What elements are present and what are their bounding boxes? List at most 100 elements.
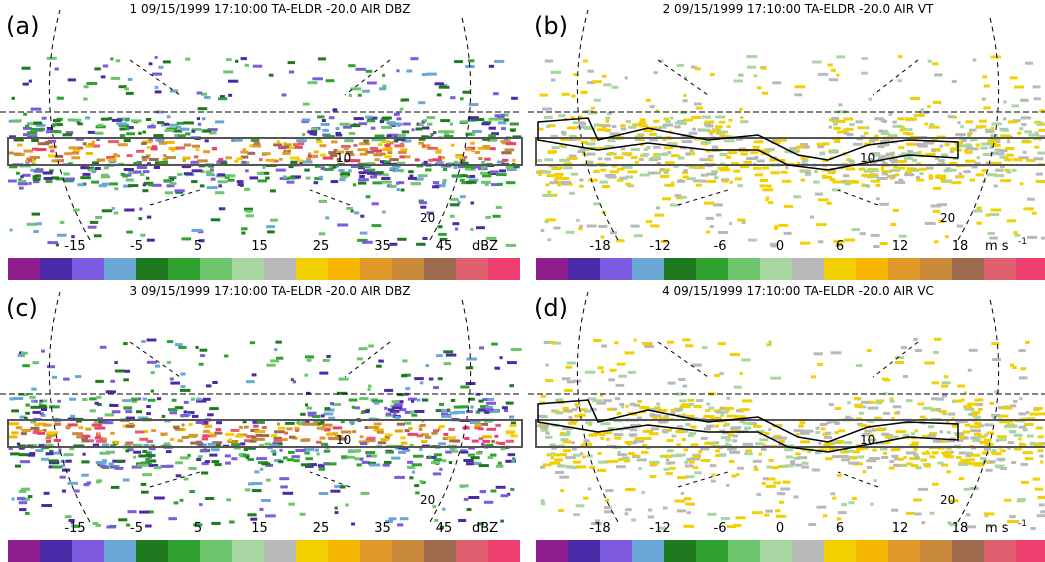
echo [829,78,838,81]
echo [139,217,143,220]
echo [639,158,644,161]
echo [89,397,97,400]
echo [357,148,368,151]
echo [326,355,330,358]
echo [801,179,805,182]
echo [838,103,842,106]
echo [128,78,133,81]
echo [154,497,165,500]
echo [637,400,642,403]
echo [397,117,402,120]
echo [147,239,155,242]
echo [114,187,118,190]
echo [929,126,940,129]
echo [874,479,878,482]
echo [366,195,371,198]
echo [395,430,403,433]
echo [319,372,328,375]
echo [95,216,102,219]
echo [644,148,648,151]
echo [991,56,1001,59]
echo [145,458,149,461]
echo [433,472,441,475]
echo [199,503,202,506]
echo [133,451,141,454]
echo [989,402,994,405]
echo [654,71,658,74]
echo [99,184,107,187]
echo [468,59,475,62]
echo [410,57,418,60]
echo [496,206,502,209]
echo [653,416,658,419]
echo [349,399,358,402]
echo [205,139,209,142]
echo [956,456,961,459]
echo [982,75,987,78]
echo [924,362,934,365]
echo [484,501,493,504]
echo [681,492,684,495]
range-label: 20 [420,211,435,225]
echo [182,424,185,427]
echo [136,150,144,153]
echo [166,450,172,453]
echo [496,441,499,444]
colorbar-tick-label: -12 [649,521,670,536]
echo [116,122,127,125]
echo [197,117,200,120]
echo [576,219,580,222]
echo [736,516,746,519]
echo [73,209,80,212]
echo [25,512,30,515]
colorbar-swatch [824,540,856,562]
echo [620,124,626,127]
echo [184,172,193,175]
echo [215,191,224,194]
echo [438,156,441,159]
echo [930,123,935,126]
echo [481,167,484,170]
echo [420,206,426,209]
echo [72,152,79,155]
echo [990,134,998,137]
echo [509,416,514,419]
echo [573,380,581,383]
echo [691,443,699,446]
colorbar-tick-label: -18 [589,521,610,536]
echo [573,454,581,457]
echo [463,91,471,94]
echo [388,408,395,411]
echo [144,430,148,433]
echo [394,476,405,479]
echo [122,399,131,402]
echo [225,156,231,159]
echo [331,140,338,143]
colorbar-swatch [8,258,40,280]
echo [355,68,366,71]
echo [934,240,938,243]
echo [714,176,718,179]
echo [506,142,517,145]
echo [389,185,397,188]
echo [766,343,771,346]
echo [991,209,1002,212]
echo [506,430,516,433]
echo [630,403,636,406]
echo [570,466,576,469]
echo [667,439,674,442]
echo [994,185,998,188]
echo [102,443,109,446]
echo [482,174,491,177]
colorbar-swatch [136,258,168,280]
echo [486,408,494,411]
analysis-band [8,138,522,165]
echo [768,428,771,431]
echo [944,375,949,378]
echo [439,468,442,471]
echo [824,436,832,439]
echo [55,68,59,71]
echo [814,352,823,355]
echo [831,69,836,72]
